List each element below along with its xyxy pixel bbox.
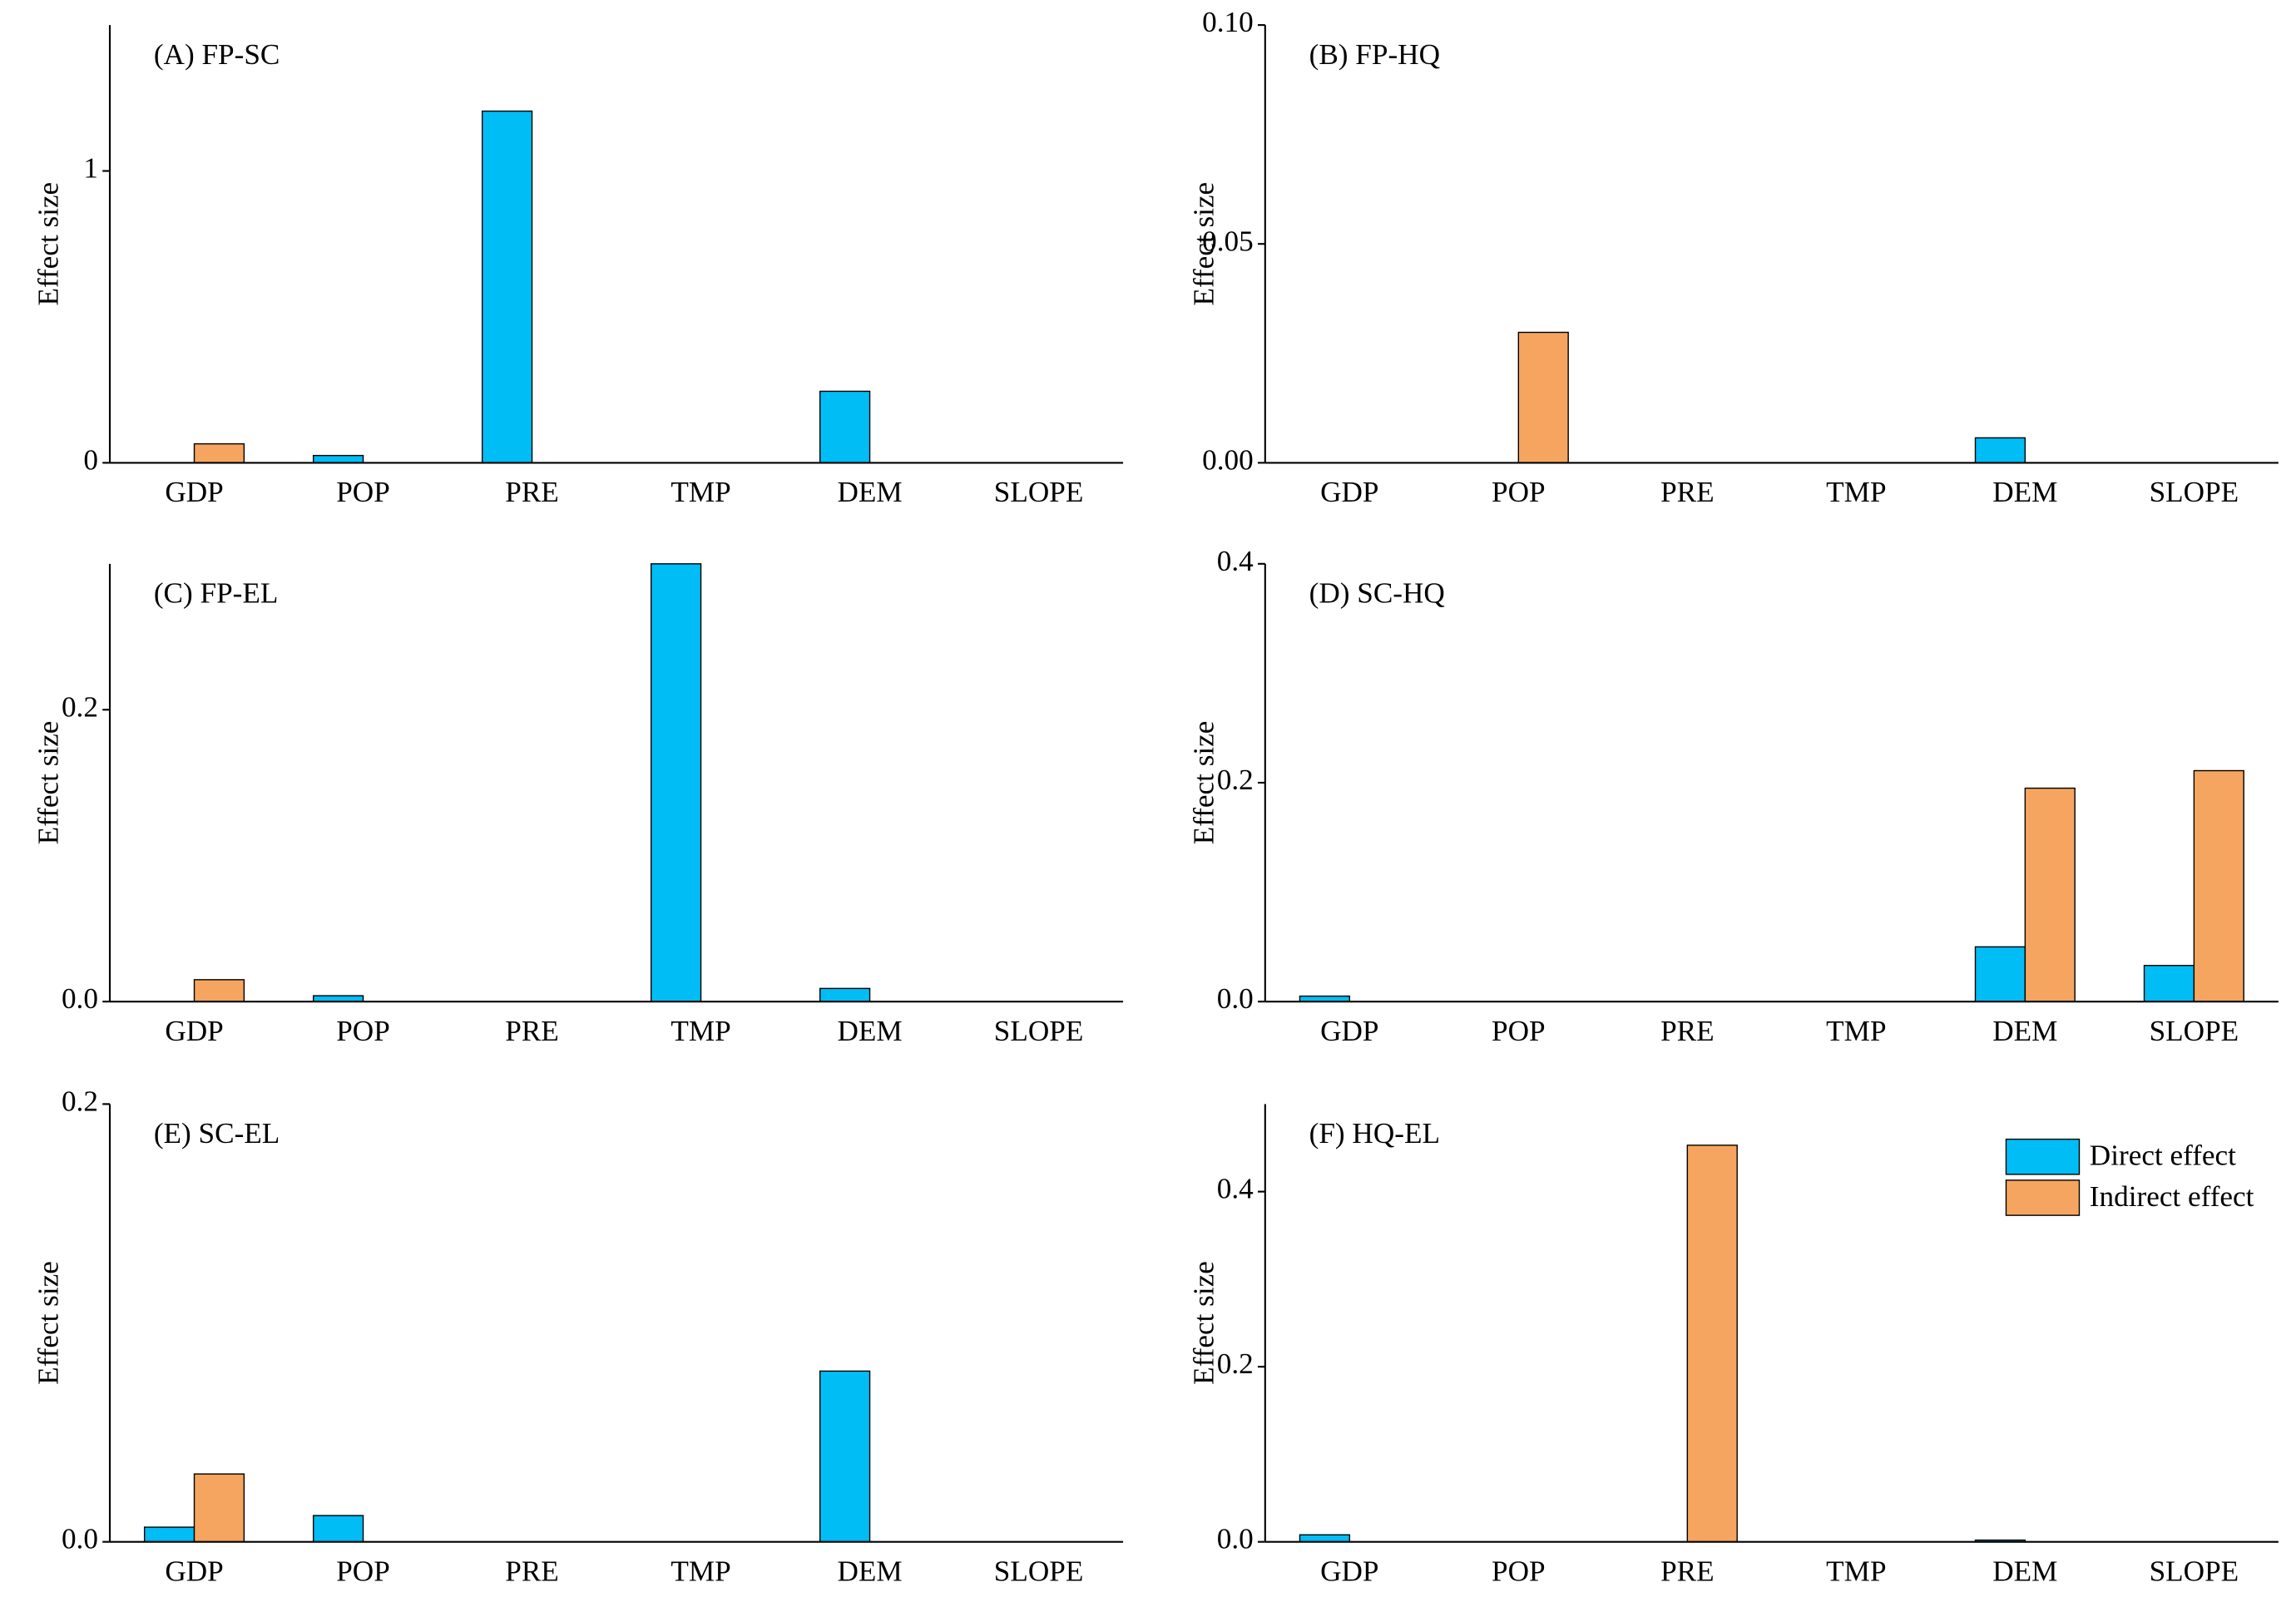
bar	[2143, 965, 2195, 1002]
chart-title: (B) FP-HQ	[1309, 38, 1440, 71]
x-tick-label: GDP	[165, 1015, 223, 1047]
y-axis-label: Effect size	[32, 182, 65, 306]
y-tick-label: 0.2	[62, 690, 98, 723]
x-tick-label: GDP	[1320, 1555, 1378, 1587]
x-tick-label: POP	[336, 1555, 390, 1587]
y-tick-label: 0.10	[1202, 6, 1254, 38]
x-tick-label: TMP	[670, 1555, 730, 1587]
x-tick-label: SLOPE	[994, 476, 1084, 508]
x-tick-label: DEM	[837, 1555, 902, 1587]
x-tick-label: SLOPE	[2150, 1555, 2239, 1587]
legend-swatch	[2005, 1179, 2081, 1216]
bar	[1686, 1145, 1738, 1543]
x-tick-label: SLOPE	[2150, 476, 2239, 508]
x-tick-label: PRE	[505, 1015, 559, 1047]
x-tick-label: TMP	[1826, 1555, 1886, 1587]
x-tick-label: PRE	[1660, 1555, 1715, 1587]
bar	[481, 110, 533, 464]
y-tick-label: 0.4	[1217, 545, 1254, 577]
legend-swatch	[2005, 1138, 2081, 1175]
y-tick-label: 0.05	[1202, 225, 1254, 257]
bar	[193, 979, 245, 1002]
y-tick-label: 0.2	[1217, 764, 1254, 796]
bar	[1974, 946, 2026, 1002]
y-axis-label: Effect size	[1187, 721, 1220, 845]
y-tick-label: 0.4	[1217, 1173, 1254, 1205]
bar	[193, 1473, 245, 1543]
legend-label: Direct effect	[2090, 1140, 2236, 1172]
y-axis-label: Effect size	[1187, 1261, 1220, 1385]
x-tick-label: DEM	[1992, 1015, 2057, 1047]
x-tick-label: SLOPE	[994, 1015, 1084, 1047]
x-tick-label: SLOPE	[994, 1555, 1084, 1587]
x-tick-label: GDP	[165, 476, 223, 508]
bar	[650, 563, 702, 1002]
x-tick-label: PRE	[1660, 476, 1715, 508]
x-tick-label: PRE	[1660, 1015, 1715, 1047]
x-tick-label: GDP	[1320, 476, 1378, 508]
x-tick-label: GDP	[1320, 1015, 1378, 1047]
y-tick-label: 0.0	[1217, 982, 1254, 1015]
x-tick-label: PRE	[505, 1555, 559, 1587]
bar	[2193, 769, 2244, 1002]
bar	[819, 1370, 871, 1543]
x-tick-label: DEM	[1992, 1555, 2057, 1587]
bar	[1299, 1534, 1351, 1543]
x-tick-label: SLOPE	[2150, 1015, 2239, 1047]
chart-title: (C) FP-EL	[154, 577, 279, 610]
x-tick-label: DEM	[837, 476, 902, 508]
x-tick-label: POP	[1492, 1555, 1546, 1587]
y-tick-label: 0.0	[62, 1523, 98, 1555]
x-tick-label: GDP	[165, 1555, 223, 1587]
y-tick-label: 1	[83, 152, 98, 185]
y-tick-label: 0.00	[1202, 443, 1254, 476]
y-axis-label: Effect size	[1187, 182, 1220, 306]
x-tick-label: TMP	[670, 1015, 730, 1047]
chart-title: (A) FP-SC	[154, 38, 280, 71]
x-tick-label: TMP	[670, 476, 730, 508]
bar	[193, 443, 245, 464]
x-tick-label: TMP	[1826, 1015, 1886, 1047]
x-tick-label: POP	[1492, 1015, 1546, 1047]
bar	[312, 454, 364, 464]
chart-title: (F) HQ-EL	[1309, 1117, 1440, 1150]
x-tick-label: PRE	[505, 476, 559, 508]
y-axis-label: Effect size	[32, 721, 65, 845]
x-tick-label: POP	[336, 476, 390, 508]
bar	[312, 1515, 364, 1543]
chart-title: (D) SC-HQ	[1309, 577, 1445, 610]
bar	[1974, 437, 2026, 464]
y-tick-label: 0.0	[1217, 1523, 1254, 1555]
x-tick-label: TMP	[1826, 476, 1886, 508]
chart-title: (E) SC-EL	[154, 1117, 280, 1150]
bar	[1517, 331, 1569, 464]
bar	[819, 390, 871, 464]
y-tick-label: 0.0	[62, 982, 98, 1015]
x-tick-label: POP	[336, 1015, 390, 1047]
bar	[2024, 787, 2076, 1002]
y-tick-label: 0.2	[62, 1085, 98, 1117]
x-tick-label: POP	[1492, 476, 1546, 508]
y-axis-label: Effect size	[32, 1261, 65, 1385]
bar	[819, 987, 871, 1002]
x-tick-label: DEM	[1992, 476, 2057, 508]
bar	[143, 1526, 195, 1543]
y-tick-label: 0	[83, 443, 98, 476]
x-tick-label: DEM	[837, 1015, 902, 1047]
y-tick-label: 0.2	[1217, 1347, 1254, 1380]
legend-label: Indirect effect	[2090, 1180, 2254, 1213]
